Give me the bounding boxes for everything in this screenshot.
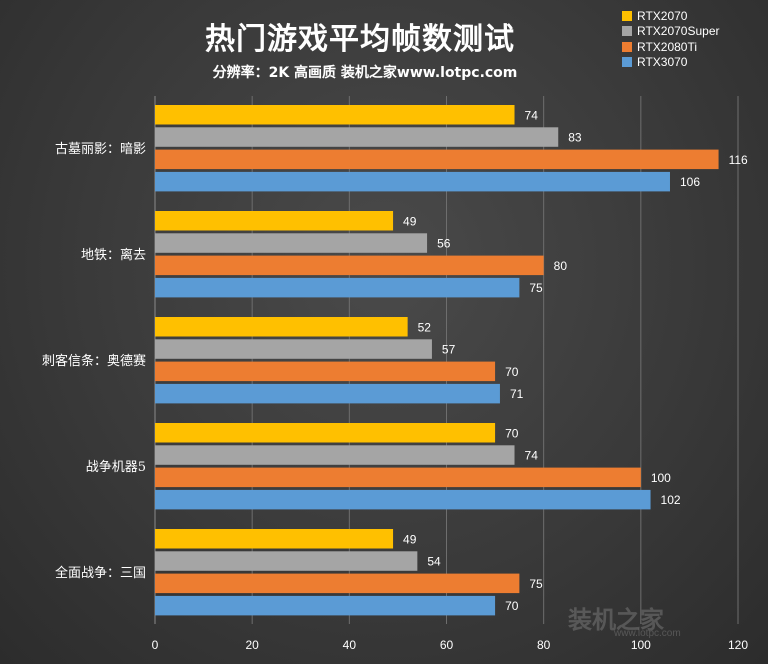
bar-RTX2080Ti-2: [155, 361, 496, 382]
data-label: 75: [529, 577, 543, 591]
legend-swatch: [622, 57, 632, 68]
data-label: 106: [680, 175, 700, 189]
bar-RTX2070-4: [155, 529, 394, 549]
legend-item: RTX2070Super: [622, 24, 720, 40]
data-label: 116: [729, 153, 748, 167]
category-label: 战争机器5: [86, 460, 146, 475]
data-label: 74: [525, 108, 539, 122]
chart-legend: RTX2070 RTX2070Super RTX2080Ti RTX3070: [622, 8, 720, 70]
data-label: 70: [505, 365, 519, 379]
legend-item: RTX3070: [622, 55, 720, 71]
x-tick-label: 60: [440, 638, 454, 652]
data-label: 57: [442, 343, 456, 357]
bar-RTX2080Ti-4: [155, 573, 520, 594]
bar-RTX3070-2: [155, 383, 500, 404]
bar-RTX2070-2: [155, 317, 408, 337]
data-label: 70: [505, 599, 519, 613]
data-label: 52: [418, 320, 432, 334]
chart-subtitle: 分辨率：2K 高画质 装机之家www.lotpc.com: [212, 65, 518, 81]
bar-RTX2070-0: [155, 105, 515, 125]
x-tick-label: 20: [245, 638, 259, 652]
category-label: 刺客信条：奥德赛: [42, 353, 146, 369]
legend-label: RTX2070: [637, 8, 688, 23]
bar-RTX3070-4: [155, 595, 496, 616]
legend-swatch: [622, 10, 632, 21]
x-tick-label: 120: [728, 638, 748, 652]
data-label: 56: [437, 237, 451, 251]
chart-title: 热门游戏平均帧数测试: [205, 22, 515, 57]
legend-label: RTX2070Super: [637, 24, 720, 39]
x-tick-label: 80: [537, 638, 551, 652]
category-label: 地铁：离去: [81, 247, 146, 263]
legend-item: RTX2080Ti: [622, 39, 720, 55]
bar-RTX3070-3: [155, 489, 651, 510]
data-label: 83: [568, 131, 582, 145]
bar-RTX2070-3: [155, 423, 496, 443]
bar-RTX2070Super-0: [155, 127, 559, 147]
legend-swatch: [622, 26, 632, 37]
data-label: 49: [403, 532, 417, 546]
legend-item: RTX2070: [622, 8, 720, 24]
data-label: 80: [554, 259, 568, 273]
bar-RTX2080Ti-3: [155, 467, 641, 488]
category-label: 古墓丽影：暗影: [55, 142, 146, 157]
legend-label: RTX3070: [637, 55, 688, 70]
bar-RTX3070-0: [155, 171, 670, 192]
data-label: 49: [403, 214, 417, 228]
data-label: 100: [651, 471, 671, 485]
legend-label: RTX2080Ti: [637, 39, 698, 54]
x-tick-label: 100: [631, 638, 651, 652]
x-tick-label: 0: [152, 638, 159, 652]
category-label: 全面战争：三国: [55, 565, 146, 581]
legend-swatch: [622, 41, 632, 52]
bar-RTX2080Ti-1: [155, 255, 544, 276]
data-label: 75: [529, 281, 543, 295]
data-label: 70: [505, 426, 519, 440]
bar-RTX2080Ti-0: [155, 149, 719, 170]
data-label: 71: [510, 387, 524, 401]
bar-RTX2070Super-3: [155, 445, 515, 465]
x-tick-label: 40: [343, 638, 357, 652]
bar-RTX2070Super-1: [155, 233, 428, 253]
bar-RTX2070Super-4: [155, 551, 418, 571]
watermark-logo: 装机之家: [568, 606, 664, 634]
data-label: 54: [427, 555, 441, 569]
data-label: 102: [661, 493, 681, 507]
bar-RTX3070-1: [155, 277, 520, 298]
watermark-url: www.lotpc.com: [614, 628, 681, 639]
bar-RTX2070-1: [155, 211, 394, 231]
data-label: 74: [525, 449, 539, 463]
bar-RTX2070Super-2: [155, 339, 432, 359]
